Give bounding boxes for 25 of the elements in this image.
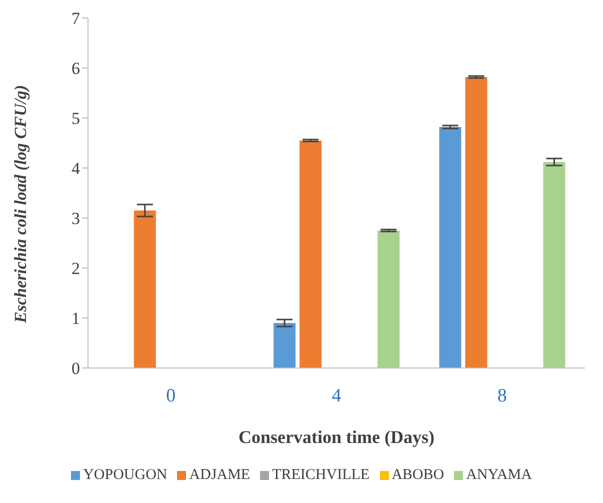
y-tick-label: 2 — [72, 259, 80, 278]
y-tick-label: 7 — [72, 9, 80, 28]
legend-label: ADJAME — [188, 467, 250, 484]
y-axis-title: Escherichia coli load (log CFU/g) — [11, 85, 30, 324]
y-tick-label: 0 — [72, 359, 80, 378]
y-tick-label: 6 — [72, 59, 80, 78]
legend-label: ANYAMA — [465, 467, 532, 484]
y-tick-label: 4 — [72, 159, 80, 178]
x-tick-label: 4 — [332, 385, 342, 406]
y-tick-label: 5 — [72, 109, 80, 128]
x-tick-label: 8 — [497, 385, 507, 406]
y-tick-label: 1 — [72, 309, 80, 328]
bar — [465, 77, 488, 368]
legend-label: YOPOUGON — [82, 467, 168, 484]
y-tick-label: 3 — [72, 209, 80, 228]
bar — [543, 162, 566, 368]
legend-label: ABOBO — [390, 467, 444, 484]
bar — [378, 230, 400, 368]
bar — [439, 127, 462, 368]
x-tick-label: 0 — [166, 385, 176, 406]
bar — [134, 210, 156, 368]
legend-label: TREICHVILLE — [271, 467, 370, 484]
x-axis-title: Conservation time (Days) — [238, 427, 434, 447]
bar — [274, 323, 296, 368]
bar — [300, 140, 322, 368]
